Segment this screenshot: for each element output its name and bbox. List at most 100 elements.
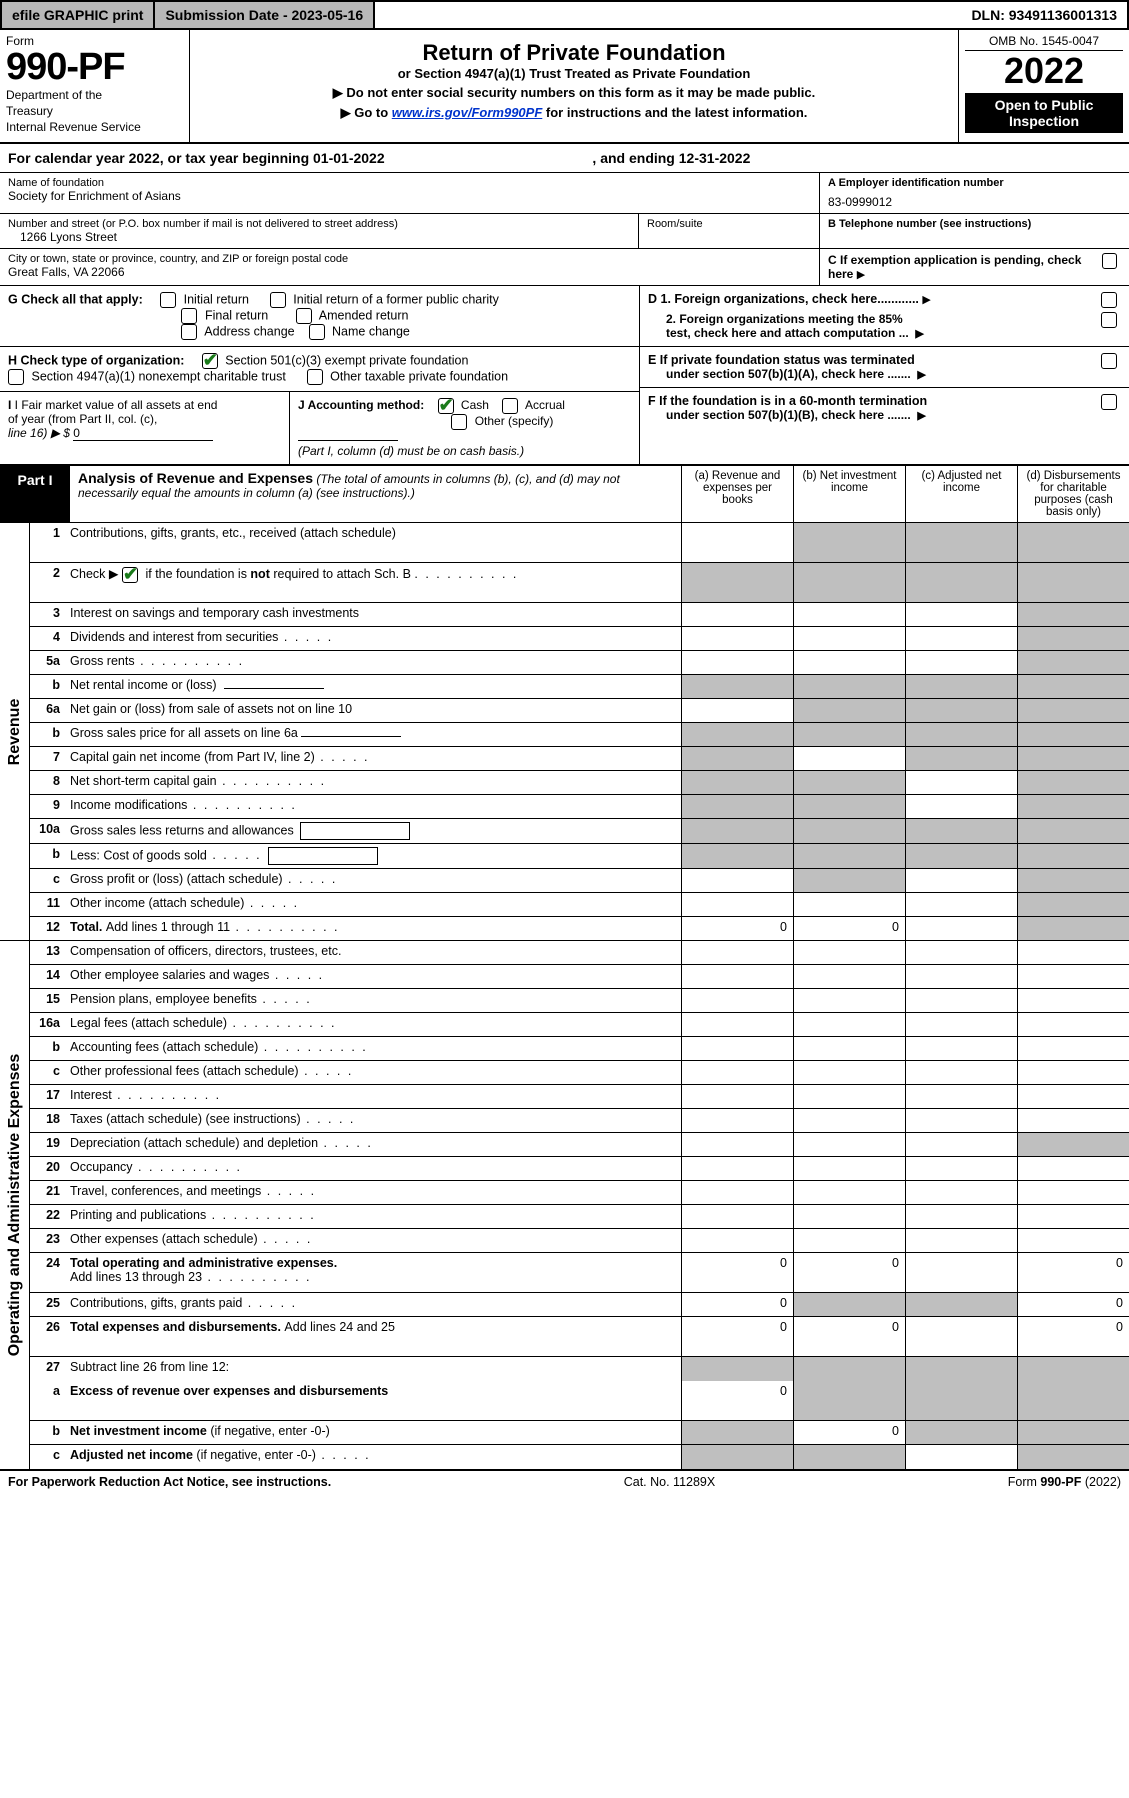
- g-final-checkbox[interactable]: [181, 308, 197, 324]
- open-public: Open to Public Inspection: [965, 93, 1123, 133]
- d1-checkbox[interactable]: [1101, 292, 1117, 308]
- col-c-header: (c) Adjusted net income: [905, 466, 1017, 522]
- street-cell: Number and street (or P.O. box number if…: [0, 214, 820, 248]
- arrow-icon: ▶: [917, 368, 925, 381]
- d2a-label: 2. Foreign organizations meeting the 85%: [648, 312, 926, 326]
- f-line2: under section 507(b)(1)(B), check here .…: [648, 408, 928, 422]
- line-14: 14Other employee salaries and wages: [30, 965, 1129, 989]
- part1-label: Part I: [0, 466, 70, 522]
- line-15: 15Pension plans, employee benefits: [30, 989, 1129, 1013]
- line-19: 19Depreciation (attach schedule) and dep…: [30, 1133, 1129, 1157]
- irs-link[interactable]: www.irs.gov/Form990PF: [392, 105, 543, 120]
- j-cash-checkbox[interactable]: [438, 398, 454, 414]
- efile-print-button[interactable]: efile GRAPHIC print: [2, 2, 155, 28]
- ln-desc: Contributions, gifts, grants, etc., rece…: [66, 523, 681, 562]
- header-line2: ▶ Go to www.irs.gov/Form990PF for instru…: [200, 105, 948, 121]
- line-27a: aExcess of revenue over expenses and dis…: [30, 1381, 1129, 1421]
- h-other-checkbox[interactable]: [307, 369, 323, 385]
- line-16c: cOther professional fees (attach schedul…: [30, 1061, 1129, 1085]
- header-line1: ▶ Do not enter social security numbers o…: [200, 85, 948, 101]
- line-10a: 10aGross sales less returns and allowanc…: [30, 819, 1129, 844]
- r12a: 0: [681, 917, 793, 940]
- ln-num: 2: [30, 563, 66, 602]
- ln-num: 1: [30, 523, 66, 562]
- line-5b: bNet rental income or (loss): [30, 675, 1129, 699]
- arrow-icon: ▶: [915, 327, 923, 340]
- line-27c: cAdjusted net income (if negative, enter…: [30, 1445, 1129, 1469]
- f-checkbox[interactable]: [1101, 394, 1117, 410]
- g-address-checkbox[interactable]: [181, 324, 197, 340]
- line-3: 3Interest on savings and temporary cash …: [30, 603, 1129, 627]
- expenses-side-label: Operating and Administrative Expenses: [0, 941, 30, 1469]
- tax-year: 2022: [965, 51, 1123, 91]
- def-right: D 1. Foreign organizations, check here..…: [640, 286, 1129, 464]
- line-27: 27Subtract line 26 from line 12:: [30, 1357, 1129, 1381]
- omb-number: OMB No. 1545-0047: [965, 34, 1123, 51]
- line-26: 26 Total expenses and disbursements. Add…: [30, 1317, 1129, 1357]
- top-bar: efile GRAPHIC print Submission Date - 20…: [0, 0, 1129, 30]
- suite-label: Room/suite: [647, 218, 811, 230]
- g-initial-former-checkbox[interactable]: [270, 292, 286, 308]
- j-other-checkbox[interactable]: [451, 414, 467, 430]
- ghij-left: G Check all that apply: Initial return I…: [0, 286, 640, 464]
- foundation-name: Society for Enrichment of Asians: [8, 189, 811, 203]
- g-name: Name change: [332, 324, 410, 338]
- i-value: 0: [73, 426, 213, 441]
- g-amended-checkbox[interactable]: [296, 308, 312, 324]
- header-left: Form 990-PF Department of the Treasury I…: [0, 30, 190, 142]
- e-checkbox[interactable]: [1101, 353, 1117, 369]
- line-25: 25Contributions, gifts, grants paid 0 0: [30, 1293, 1129, 1317]
- line-22: 22Printing and publications: [30, 1205, 1129, 1229]
- r25a: 0: [681, 1293, 793, 1316]
- revenue-side-label: Revenue: [0, 523, 30, 941]
- city-c-row: City or town, state or province, country…: [0, 249, 1129, 286]
- calyear-pre: For calendar year 2022, or tax year begi…: [8, 150, 313, 166]
- j-other: Other (specify): [475, 414, 554, 428]
- f-row: F If the foundation is in a 60-month ter…: [640, 388, 1129, 428]
- j-note: (Part I, column (d) must be on cash basi…: [298, 444, 524, 458]
- line-17: 17Interest: [30, 1085, 1129, 1109]
- g-initial-checkbox[interactable]: [160, 292, 176, 308]
- g-name-checkbox[interactable]: [309, 324, 325, 340]
- footer-right: Form 990-PF (2022): [1008, 1475, 1121, 1489]
- ln-desc: Check ▶ if the foundation is not require…: [66, 563, 681, 602]
- ghij-def-section: G Check all that apply: Initial return I…: [0, 286, 1129, 465]
- dln-label: DLN: 93491136001313: [961, 2, 1127, 28]
- d2-checkbox[interactable]: [1101, 312, 1117, 328]
- r26b: 0: [793, 1317, 905, 1356]
- line-10b: bLess: Cost of goods sold: [30, 844, 1129, 869]
- d2b-label: test, check here and attach computation …: [648, 326, 926, 340]
- line-24: 24 Total operating and administrative ex…: [30, 1253, 1129, 1293]
- col-d-header: (d) Disbursements for charitable purpose…: [1017, 466, 1129, 522]
- calyear-begin: 01-01-2022: [313, 150, 385, 166]
- j-accrual-checkbox[interactable]: [502, 398, 518, 414]
- dept-line2: Treasury: [6, 104, 183, 118]
- schb-checkbox[interactable]: [122, 567, 138, 583]
- line-16b: bAccounting fees (attach schedule): [30, 1037, 1129, 1061]
- city-value: Great Falls, VA 22066: [8, 265, 811, 279]
- ein-value: 83-0999012: [828, 195, 1121, 209]
- arrow-icon: ▶: [857, 268, 865, 281]
- header-right: OMB No. 1545-0047 2022 Open to Public In…: [959, 30, 1129, 142]
- footer-left: For Paperwork Reduction Act Notice, see …: [8, 1475, 331, 1489]
- r26a: 0: [681, 1317, 793, 1356]
- form-number: 990-PF: [6, 48, 183, 86]
- line-13: 13Compensation of officers, directors, t…: [30, 941, 1129, 965]
- h-501c3-checkbox[interactable]: [202, 353, 218, 369]
- h-label: H Check type of organization:: [8, 353, 184, 367]
- line-9: 9Income modifications: [30, 795, 1129, 819]
- j-cell: J Accounting method: Cash Accrual Other …: [290, 392, 639, 464]
- i-cell: I I Fair market value of all assets at e…: [0, 392, 290, 464]
- r12b: 0: [793, 917, 905, 940]
- line-12: 12Total. Add lines 1 through 11 0 0: [30, 917, 1129, 941]
- name-ein-row: Name of foundation Society for Enrichmen…: [0, 173, 1129, 214]
- footer-mid: Cat. No. 11289X: [624, 1475, 716, 1489]
- line-11: 11Other income (attach schedule): [30, 893, 1129, 917]
- g-label: G Check all that apply:: [8, 292, 143, 306]
- ij-row: I I Fair market value of all assets at e…: [0, 392, 639, 464]
- c-label: C If exemption application is pending, c…: [828, 253, 1081, 281]
- h-4947-checkbox[interactable]: [8, 369, 24, 385]
- c-checkbox[interactable]: [1102, 253, 1117, 269]
- revenue-text: Revenue: [6, 698, 24, 765]
- calendar-year-row: For calendar year 2022, or tax year begi…: [0, 144, 1129, 173]
